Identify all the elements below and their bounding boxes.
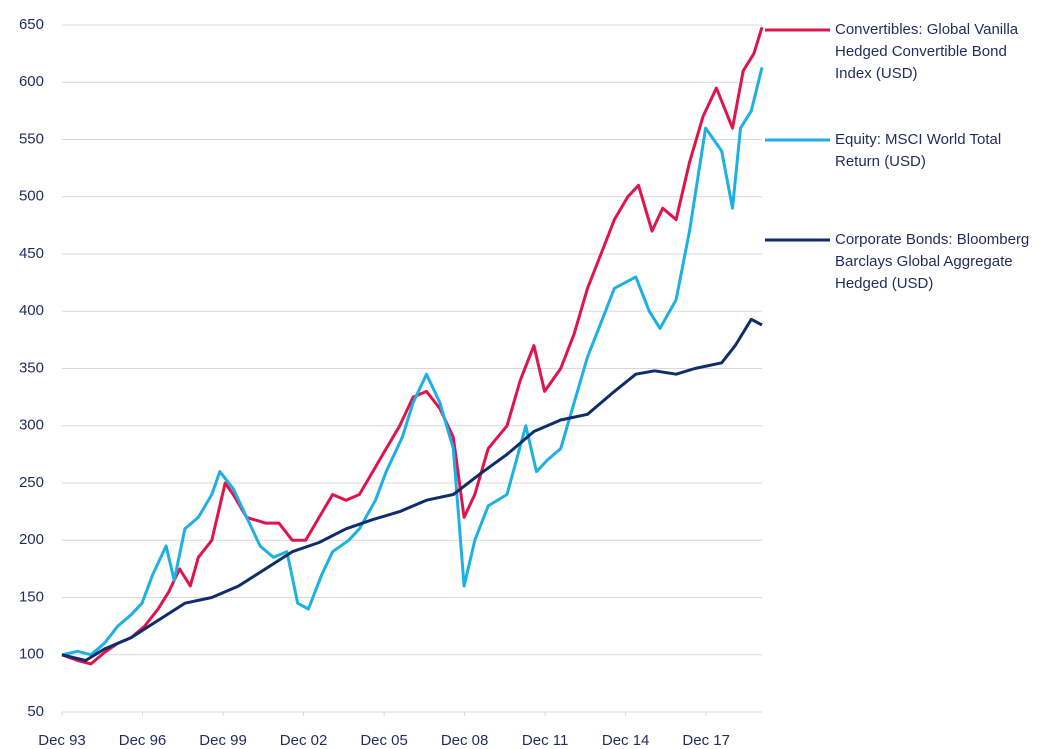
y-tick-label: 400 bbox=[19, 302, 44, 319]
x-tick-label: Dec 05 bbox=[360, 732, 408, 749]
legend-label: Convertibles: Global Vanilla Hedged Conv… bbox=[835, 21, 1019, 82]
x-tick-label: Dec 02 bbox=[280, 732, 328, 749]
y-tick-label: 200 bbox=[19, 531, 44, 548]
legend-label: Corporate Bonds: Bloomberg Barclays Glob… bbox=[835, 231, 1030, 292]
y-tick-label: 250 bbox=[19, 474, 44, 491]
legend-label: Equity: MSCI World Total Return (USD) bbox=[835, 131, 1002, 170]
series-line bbox=[61, 67, 764, 657]
y-tick-label: 500 bbox=[19, 188, 44, 205]
series-line bbox=[61, 317, 763, 662]
y-tick-label: 600 bbox=[19, 73, 44, 90]
y-tick-label: 150 bbox=[19, 588, 44, 605]
y-tick-label: 300 bbox=[19, 417, 44, 434]
x-tick-label: Dec 11 bbox=[522, 732, 568, 749]
y-tick-label: 450 bbox=[19, 245, 44, 262]
x-tick-label: Dec 99 bbox=[199, 732, 247, 749]
x-tick-label: Dec 93 bbox=[38, 732, 86, 749]
y-tick-label: 350 bbox=[19, 359, 44, 376]
x-tick-label: Dec 17 bbox=[682, 732, 730, 749]
y-tick-label: 650 bbox=[19, 16, 44, 33]
x-tick-label: Dec 96 bbox=[119, 732, 167, 749]
y-tick-label: 550 bbox=[19, 130, 44, 147]
series-line bbox=[61, 26, 764, 666]
x-tick-label: Dec 14 bbox=[602, 732, 650, 749]
x-tick-label: Dec 08 bbox=[441, 732, 489, 749]
y-tick-label: 50 bbox=[27, 703, 44, 720]
y-tick-label: 100 bbox=[19, 646, 44, 663]
